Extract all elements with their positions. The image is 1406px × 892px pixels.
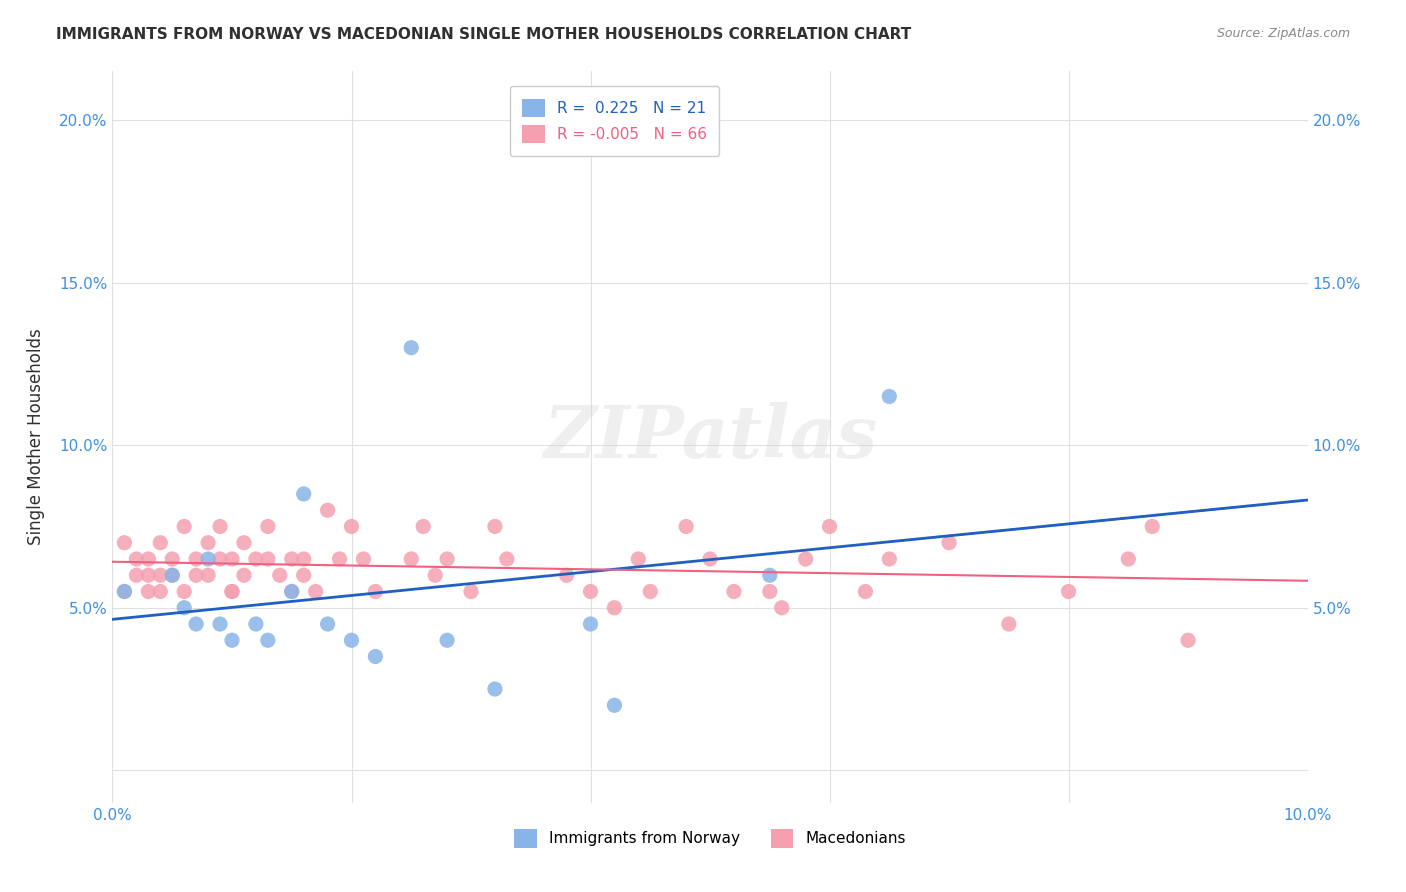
Point: [329, 552, 352, 566]
Point: [1057, 584, 1080, 599]
Point: [316, 503, 339, 517]
Point: [818, 519, 841, 533]
Point: [401, 341, 423, 355]
Point: [484, 519, 506, 533]
Text: ZIPatlas: ZIPatlas: [543, 401, 877, 473]
Point: [699, 552, 721, 566]
Point: [281, 584, 304, 599]
Point: [281, 552, 304, 566]
Point: [879, 552, 901, 566]
Point: [149, 568, 172, 582]
Point: [555, 568, 578, 582]
Point: [197, 552, 219, 566]
Point: [209, 617, 232, 632]
Point: [173, 519, 195, 533]
Point: [879, 389, 901, 403]
Point: [436, 633, 458, 648]
Point: [233, 535, 256, 549]
Point: [496, 552, 519, 566]
Point: [138, 584, 160, 599]
Point: [125, 552, 148, 566]
Point: [770, 600, 793, 615]
Point: [579, 584, 602, 599]
Point: [1177, 633, 1199, 648]
Text: Source: ZipAtlas.com: Source: ZipAtlas.com: [1216, 27, 1350, 40]
Point: [340, 519, 363, 533]
Point: [138, 568, 160, 582]
Point: [460, 584, 482, 599]
Point: [233, 568, 256, 582]
Point: [186, 552, 208, 566]
Point: [245, 552, 267, 566]
Point: [292, 568, 315, 582]
Point: [209, 519, 232, 533]
Point: [245, 617, 267, 632]
Point: [173, 600, 195, 615]
Point: [269, 568, 291, 582]
Point: [1142, 519, 1164, 533]
Point: [292, 487, 315, 501]
Point: [603, 698, 626, 713]
Point: [425, 568, 447, 582]
Point: [162, 568, 183, 582]
Point: [197, 568, 219, 582]
Point: [627, 552, 650, 566]
Point: [114, 584, 135, 599]
Point: [364, 584, 387, 599]
Point: [759, 584, 782, 599]
Point: [149, 584, 172, 599]
Point: [412, 519, 434, 533]
Point: [675, 519, 697, 533]
Point: [401, 552, 423, 566]
Point: [221, 633, 243, 648]
Point: [364, 649, 387, 664]
Point: [162, 568, 183, 582]
Point: [484, 681, 506, 696]
Y-axis label: Single Mother Households: Single Mother Households: [27, 329, 45, 545]
Point: [316, 617, 339, 632]
Point: [305, 584, 328, 599]
Point: [257, 519, 280, 533]
Point: [162, 552, 183, 566]
Point: [209, 552, 232, 566]
Point: [138, 552, 160, 566]
Point: [794, 552, 817, 566]
Point: [353, 552, 375, 566]
Point: [603, 600, 626, 615]
Point: [221, 584, 243, 599]
Point: [257, 552, 280, 566]
Point: [197, 535, 219, 549]
Point: [340, 633, 363, 648]
Point: [173, 584, 195, 599]
Point: [149, 535, 172, 549]
Point: [114, 535, 135, 549]
Point: [723, 584, 745, 599]
Point: [436, 552, 458, 566]
Point: [938, 535, 960, 549]
Point: [1118, 552, 1140, 566]
Legend: Immigrants from Norway, Macedonians: Immigrants from Norway, Macedonians: [508, 822, 912, 854]
Point: [640, 584, 662, 599]
Point: [257, 633, 280, 648]
Point: [221, 584, 243, 599]
Point: [998, 617, 1021, 632]
Point: [281, 584, 304, 599]
Point: [114, 584, 135, 599]
Point: [759, 568, 782, 582]
Point: [125, 568, 148, 582]
Point: [186, 617, 208, 632]
Text: IMMIGRANTS FROM NORWAY VS MACEDONIAN SINGLE MOTHER HOUSEHOLDS CORRELATION CHART: IMMIGRANTS FROM NORWAY VS MACEDONIAN SIN…: [56, 27, 911, 42]
Point: [292, 552, 315, 566]
Point: [579, 617, 602, 632]
Point: [186, 568, 208, 582]
Point: [221, 552, 243, 566]
Point: [855, 584, 877, 599]
